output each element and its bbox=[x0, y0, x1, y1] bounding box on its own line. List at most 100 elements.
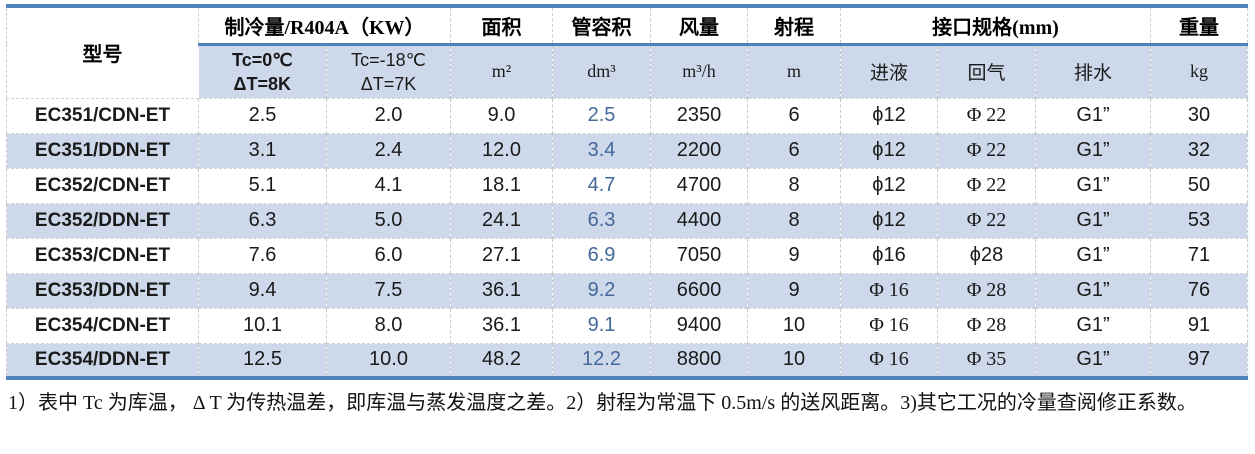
cell-drain: G1” bbox=[1035, 167, 1151, 203]
cell-model: EC351/DDN-ET bbox=[6, 132, 199, 168]
cell-air-flow: 2350 bbox=[650, 97, 748, 133]
cell-drain: G1” bbox=[1035, 202, 1151, 238]
col-header-tube-volume: 管容积 bbox=[552, 6, 651, 46]
cell-gas-return: ϕ28 bbox=[937, 237, 1036, 273]
tcm18-line1: Tc=-18℃ bbox=[351, 49, 426, 70]
cell-gas-return: Φ 35 bbox=[937, 342, 1036, 378]
cell-liquid-in: Φ 16 bbox=[840, 272, 938, 308]
col-header-throw: 射程 bbox=[747, 6, 841, 46]
cell-liquid-in: ϕ16 bbox=[840, 237, 938, 273]
cell-tube-volume: 3.4 bbox=[552, 132, 651, 168]
cell-liquid-in: ϕ12 bbox=[840, 202, 938, 238]
cell-weight: 32 bbox=[1150, 132, 1248, 168]
cell-tube-volume: 2.5 bbox=[552, 97, 651, 133]
cell-area: 36.1 bbox=[450, 272, 553, 308]
cell-tube-volume: 6.9 bbox=[552, 237, 651, 273]
cell-area: 12.0 bbox=[450, 132, 553, 168]
cell-drain: G1” bbox=[1035, 237, 1151, 273]
cell-weight: 91 bbox=[1150, 307, 1248, 343]
cell-cooling-0c: 10.1 bbox=[198, 307, 327, 343]
cell-gas-return: Φ 22 bbox=[937, 132, 1036, 168]
cell-weight: 76 bbox=[1150, 272, 1248, 308]
cell-weight: 71 bbox=[1150, 237, 1248, 273]
page: 型号 制冷量/R404A（KW） 面积 管容积 风量 射程 接口规格(mm) 重… bbox=[6, 4, 1248, 414]
cell-model: EC351/CDN-ET bbox=[6, 97, 199, 133]
cell-throw: 8 bbox=[747, 167, 841, 203]
cell-weight: 53 bbox=[1150, 202, 1248, 238]
subheader-liquid-in: 进液 bbox=[840, 44, 938, 98]
subheader-gas-return: 回气 bbox=[937, 44, 1036, 98]
cell-liquid-in: Φ 16 bbox=[840, 342, 938, 378]
cell-cooling-m18c: 2.4 bbox=[326, 132, 451, 168]
cell-liquid-in: ϕ12 bbox=[840, 132, 938, 168]
cell-cooling-0c: 7.6 bbox=[198, 237, 327, 273]
tc0-line2: ΔT=8K bbox=[233, 73, 291, 94]
header-row-1: 型号 制冷量/R404A（KW） 面积 管容积 风量 射程 接口规格(mm) 重… bbox=[6, 6, 1248, 98]
header-row-2: Tc=0℃ ΔT=8K Tc=-18℃ ΔT=7K m² dm³ m³/h m … bbox=[7, 44, 1248, 98]
table-row: EC353/DDN-ET 9.4 7.5 36.1 9.2 6600 9 Φ 16 Φ 28 G1… bbox=[6, 272, 1248, 308]
cell-weight: 97 bbox=[1150, 342, 1248, 378]
cell-cooling-m18c: 2.0 bbox=[326, 97, 451, 133]
cell-model: EC354/DDN-ET bbox=[6, 342, 199, 378]
cell-model: EC353/CDN-ET bbox=[6, 237, 199, 273]
cell-throw: 6 bbox=[747, 132, 841, 168]
subheader-throw-unit: m bbox=[747, 44, 841, 98]
cell-air-flow: 2200 bbox=[650, 132, 748, 168]
cell-cooling-m18c: 7.5 bbox=[326, 272, 451, 308]
table-row: EC354/CDN-ET 10.1 8.0 36.1 9.1 9400 10 Φ 16 Φ 28… bbox=[6, 307, 1248, 343]
subheader-area-unit: m² bbox=[450, 44, 553, 98]
cell-cooling-0c: 5.1 bbox=[198, 167, 327, 203]
cell-cooling-0c: 12.5 bbox=[198, 342, 327, 378]
col-header-area: 面积 bbox=[450, 6, 553, 46]
cell-drain: G1” bbox=[1035, 132, 1151, 168]
cell-drain: G1” bbox=[1035, 342, 1151, 378]
spec-table: 型号 制冷量/R404A（KW） 面积 管容积 风量 射程 接口规格(mm) 重… bbox=[6, 4, 1248, 380]
cell-model: EC354/CDN-ET bbox=[6, 307, 199, 343]
cell-tube-volume: 4.7 bbox=[552, 167, 651, 203]
cell-throw: 9 bbox=[747, 272, 841, 308]
col-header-model: 型号 bbox=[6, 6, 199, 98]
cell-area: 36.1 bbox=[450, 307, 553, 343]
cell-area: 48.2 bbox=[450, 342, 553, 378]
cell-throw: 10 bbox=[747, 307, 841, 343]
cell-liquid-in: ϕ12 bbox=[840, 167, 938, 203]
table-row: EC354/DDN-ET 12.5 10.0 48.2 12.2 8800 10 Φ 16 Φ … bbox=[6, 342, 1248, 378]
table-row: EC351/DDN-ET 3.1 2.4 12.0 3.4 2200 6 ϕ12 Φ 22 G1”… bbox=[6, 132, 1248, 168]
cell-liquid-in: ϕ12 bbox=[840, 97, 938, 133]
cell-gas-return: Φ 28 bbox=[937, 307, 1036, 343]
col-header-connections: 接口规格(mm) bbox=[840, 6, 1151, 46]
cell-throw: 9 bbox=[747, 237, 841, 273]
cell-area: 9.0 bbox=[450, 97, 553, 133]
cell-throw: 6 bbox=[747, 97, 841, 133]
cell-throw: 8 bbox=[747, 202, 841, 238]
cell-cooling-0c: 6.3 bbox=[198, 202, 327, 238]
cell-gas-return: Φ 28 bbox=[937, 272, 1036, 308]
cell-tube-volume: 12.2 bbox=[552, 342, 651, 378]
cell-tube-volume: 6.3 bbox=[552, 202, 651, 238]
table-row: EC352/DDN-ET 6.3 5.0 24.1 6.3 4400 8 ϕ12 Φ 22 G1”… bbox=[6, 202, 1248, 238]
table-row: EC351/CDN-ET 2.5 2.0 9.0 2.5 2350 6 ϕ12 Φ 22 G1” 3… bbox=[6, 97, 1248, 133]
cell-cooling-m18c: 8.0 bbox=[326, 307, 451, 343]
cell-cooling-m18c: 4.1 bbox=[326, 167, 451, 203]
cell-cooling-0c: 2.5 bbox=[198, 97, 327, 133]
tc0-line1: Tc=0℃ bbox=[232, 49, 293, 70]
footnote: 1）表中 Tc 为库温， Δ T 为传热温差，即库温与蒸发温度之差。2）射程为常… bbox=[8, 392, 1197, 414]
cell-area: 27.1 bbox=[450, 237, 553, 273]
cell-throw: 10 bbox=[747, 342, 841, 378]
cell-cooling-0c: 3.1 bbox=[198, 132, 327, 168]
cell-gas-return: Φ 22 bbox=[937, 97, 1036, 133]
cell-model: EC353/DDN-ET bbox=[6, 272, 199, 308]
cell-model: EC352/DDN-ET bbox=[6, 202, 199, 238]
table-row: EC353/CDN-ET 7.6 6.0 27.1 6.9 7050 9 ϕ16 ϕ28 G1” 7… bbox=[6, 237, 1248, 273]
col-header-weight: 重量 bbox=[1150, 6, 1248, 46]
cell-air-flow: 7050 bbox=[650, 237, 748, 273]
cell-area: 24.1 bbox=[450, 202, 553, 238]
cell-air-flow: 8800 bbox=[650, 342, 748, 378]
cell-gas-return: Φ 22 bbox=[937, 202, 1036, 238]
cell-air-flow: 9400 bbox=[650, 307, 748, 343]
cell-area: 18.1 bbox=[450, 167, 553, 203]
cell-model: EC352/CDN-ET bbox=[6, 167, 199, 203]
cell-liquid-in: Φ 16 bbox=[840, 307, 938, 343]
cell-air-flow: 4400 bbox=[650, 202, 748, 238]
cell-cooling-m18c: 10.0 bbox=[326, 342, 451, 378]
